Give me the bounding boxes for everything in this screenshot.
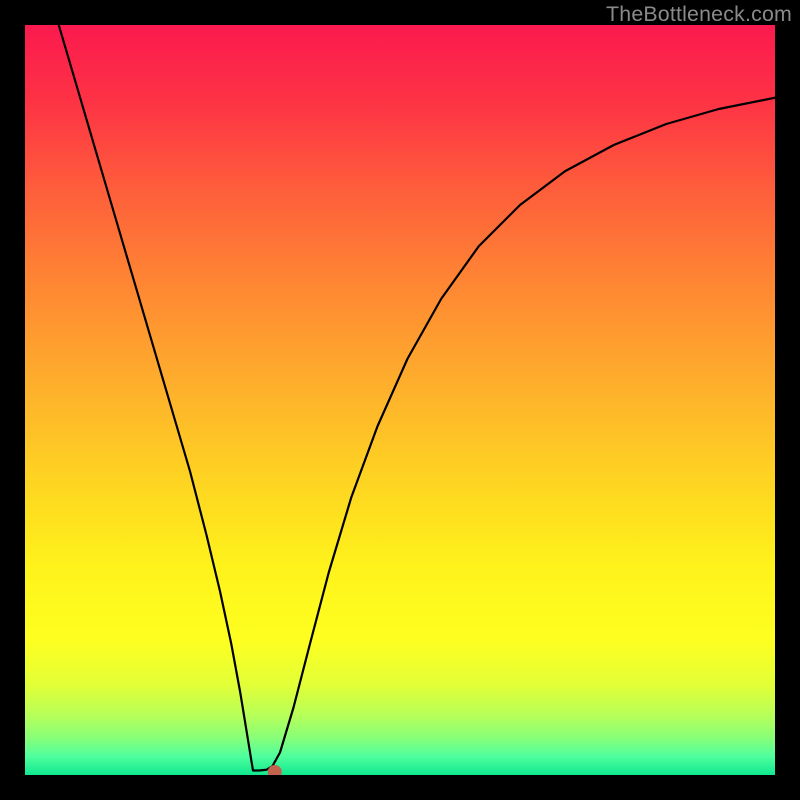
watermark-text: TheBottleneck.com — [606, 2, 792, 27]
chart-stage: TheBottleneck.com — [0, 0, 800, 800]
bottleneck-curve — [25, 25, 775, 775]
curve-line — [59, 25, 775, 771]
plot-area — [25, 25, 775, 775]
